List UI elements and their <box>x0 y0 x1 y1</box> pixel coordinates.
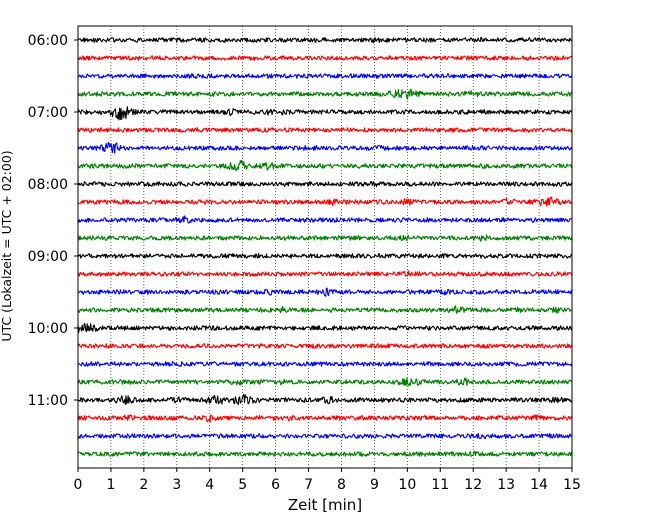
y-tick-label: 11:00 <box>28 393 68 409</box>
trace-line <box>77 343 573 349</box>
x-tick-label: 3 <box>172 477 181 493</box>
x-tick-label: 2 <box>139 477 148 493</box>
trace-line <box>77 270 573 277</box>
trace-line <box>77 36 573 44</box>
trace-line <box>77 196 573 207</box>
trace-line <box>77 360 573 368</box>
x-tick-label: 15 <box>563 477 581 493</box>
x-tick-label: 1 <box>106 477 115 493</box>
trace-line <box>77 377 573 387</box>
trace-line <box>77 234 573 242</box>
x-axis-label: Zeit [min] <box>288 496 362 514</box>
x-tick-label: 6 <box>271 477 280 493</box>
trace-line <box>77 55 573 61</box>
trace-line <box>77 141 573 154</box>
x-tick-label: 5 <box>238 477 247 493</box>
trace-line <box>77 414 573 423</box>
trace-line <box>77 393 573 406</box>
trace-line <box>77 106 573 121</box>
x-tick-label: 14 <box>530 477 548 493</box>
trace-line <box>77 287 573 297</box>
x-tick-label: 13 <box>497 477 515 493</box>
trace-line <box>77 88 573 100</box>
x-axis-ticks: 0 1 2 3 4 5 6 7 8 9 10 11 12 13 14 15 <box>74 468 581 493</box>
trace-line <box>77 305 573 314</box>
trace-line <box>77 322 573 333</box>
x-tick-label: 0 <box>74 477 83 493</box>
trace-line <box>77 73 573 79</box>
y-axis-label: UTC (Lokalzeit = UTC + 02:00) <box>0 150 14 341</box>
trace-line <box>77 253 573 259</box>
trace-line <box>77 127 573 133</box>
trace-line <box>77 432 573 440</box>
trace-line <box>77 450 573 457</box>
seismic-traces <box>77 36 573 457</box>
x-tick-label: 9 <box>370 477 379 493</box>
y-tick-label: 09:00 <box>28 249 68 265</box>
x-tick-label: 7 <box>304 477 313 493</box>
x-tick-label: 10 <box>398 477 416 493</box>
x-tick-label: 12 <box>464 477 482 493</box>
trace-line <box>77 180 573 188</box>
y-tick-label: 10:00 <box>28 321 68 337</box>
y-tick-label: 08:00 <box>28 177 68 193</box>
y-axis-ticks: 06:00 07:00 08:00 09:00 10:00 11:00 <box>28 33 78 409</box>
x-tick-label: 11 <box>431 477 449 493</box>
x-tick-label: 4 <box>205 477 214 493</box>
trace-line <box>77 159 573 172</box>
x-tick-label: 8 <box>337 477 346 493</box>
trace-line <box>77 215 573 224</box>
y-tick-label: 07:00 <box>28 105 68 121</box>
plot-background <box>78 26 572 468</box>
plot-frame <box>77 25 573 469</box>
y-tick-label: 06:00 <box>28 33 68 49</box>
